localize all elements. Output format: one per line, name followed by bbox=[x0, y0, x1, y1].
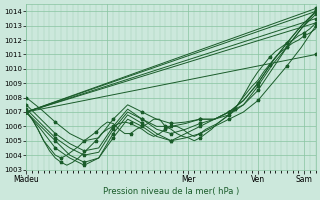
X-axis label: Pression niveau de la mer( hPa ): Pression niveau de la mer( hPa ) bbox=[103, 187, 239, 196]
